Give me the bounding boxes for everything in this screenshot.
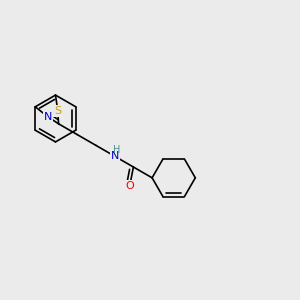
Text: N: N [44,112,52,122]
Text: N: N [110,151,119,161]
Text: O: O [125,181,134,190]
Text: H: H [113,145,121,154]
Text: S: S [54,106,61,116]
